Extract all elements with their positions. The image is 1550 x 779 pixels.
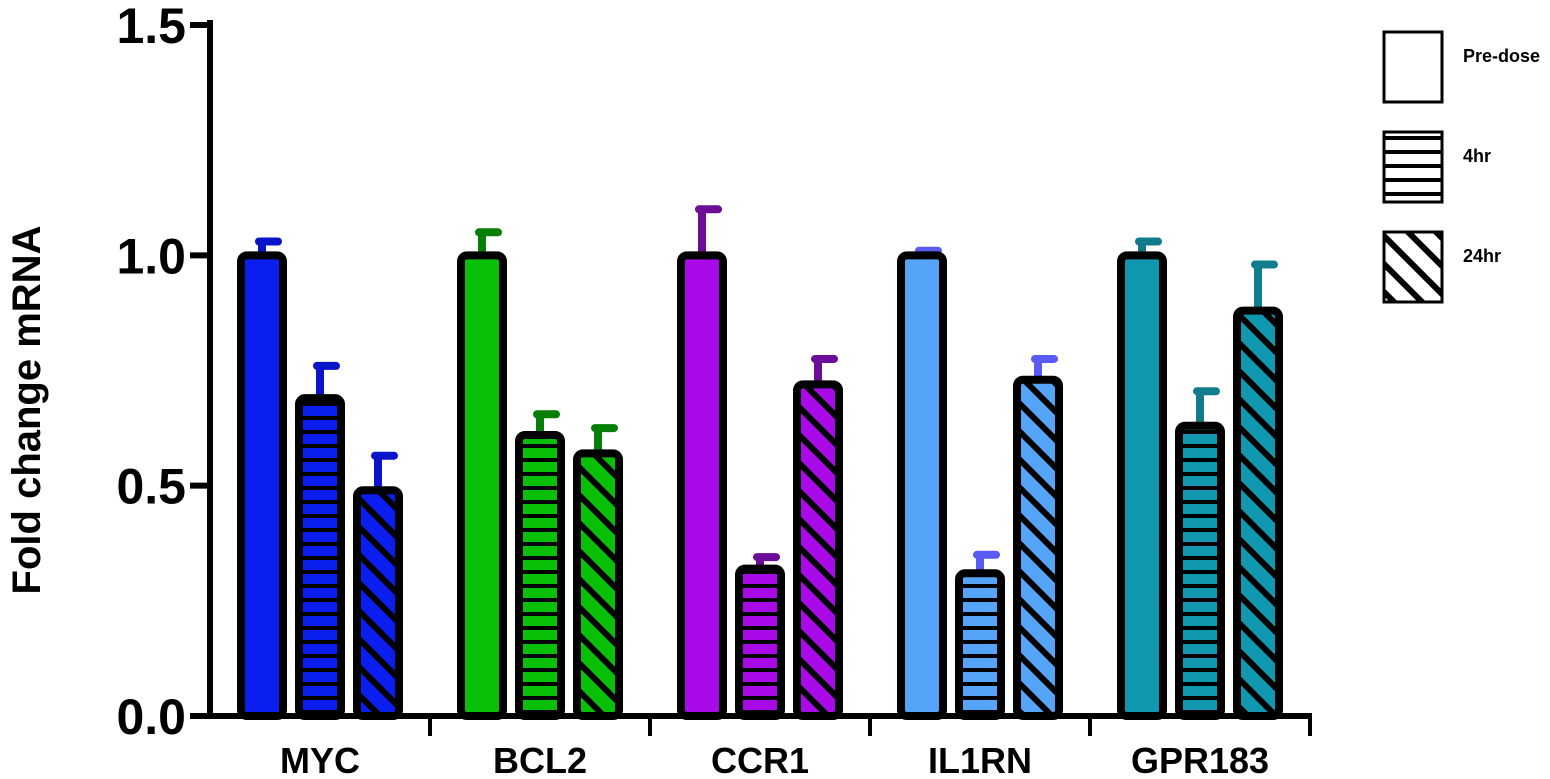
bar-gpr183-pre-dose — [1117, 237, 1167, 720]
bar-rect — [1233, 306, 1283, 720]
legend-swatch — [1382, 130, 1444, 204]
labels: MYC BCL2 CCR1 IL1RN GPR183 — [280, 740, 1269, 779]
legend-label: 4hr — [1463, 146, 1491, 166]
legend-item-24hr: 24hr — [1382, 230, 1501, 304]
x-tick-label-myc: MYC — [280, 740, 360, 779]
bars — [237, 205, 1283, 721]
bar-rect — [793, 380, 843, 720]
bar-bcl2-4hr — [515, 410, 565, 720]
bar-rect — [1175, 421, 1225, 720]
bar-bcl2-pre-dose — [457, 228, 507, 720]
y-tick-label: 0.0 — [116, 689, 186, 745]
bar-ccr1-24hr — [793, 354, 843, 720]
bar-il1rn-24hr — [1013, 354, 1063, 720]
legend-label: Pre-dose — [1463, 46, 1540, 66]
y-axis-label: Fold change mRNA — [5, 226, 49, 595]
bar-rect — [295, 394, 345, 720]
x-tick-label-il1rn: IL1RN — [928, 740, 1032, 779]
bar-il1rn-pre-dose — [897, 246, 947, 720]
bar-myc-24hr — [353, 451, 403, 721]
legend-item-4hr: 4hr — [1382, 130, 1491, 204]
bar-rect — [955, 569, 1005, 721]
x-tick-label-bcl2: BCL2 — [493, 740, 587, 779]
bar-rect — [237, 251, 287, 720]
legend-swatch — [1382, 230, 1444, 304]
y-tick-label: 1.0 — [116, 228, 186, 284]
bar-rect — [677, 251, 727, 720]
legend-item-pre-dose: Pre-dose — [1382, 30, 1540, 104]
legend-swatch — [1382, 30, 1444, 104]
bar-il1rn-4hr — [955, 550, 1005, 721]
bar-rect — [353, 486, 403, 721]
x-tick-label-ccr1: CCR1 — [711, 740, 809, 779]
bar-rect — [897, 251, 947, 720]
bar-myc-4hr — [295, 361, 345, 720]
bar-rect — [1013, 375, 1063, 720]
legend: Pre-dose 4hr 24hr — [1382, 30, 1540, 304]
bar-rect — [515, 430, 565, 720]
bar-gpr183-24hr — [1233, 260, 1283, 720]
bar-rect — [457, 251, 507, 720]
bar-bcl2-24hr — [573, 424, 623, 720]
x-tick-label-gpr183: GPR183 — [1131, 740, 1269, 779]
bar-ccr1-pre-dose — [677, 205, 727, 720]
y-tick-label: 1.5 — [116, 0, 186, 54]
bar-ccr1-4hr — [735, 553, 785, 720]
bar-myc-pre-dose — [237, 237, 287, 720]
bar-rect — [573, 449, 623, 720]
bar-rect — [1117, 251, 1167, 720]
bar-gpr183-4hr — [1175, 387, 1225, 720]
bar-rect — [735, 564, 785, 720]
y-tick-label: 0.5 — [116, 459, 186, 515]
legend-label: 24hr — [1463, 246, 1501, 266]
